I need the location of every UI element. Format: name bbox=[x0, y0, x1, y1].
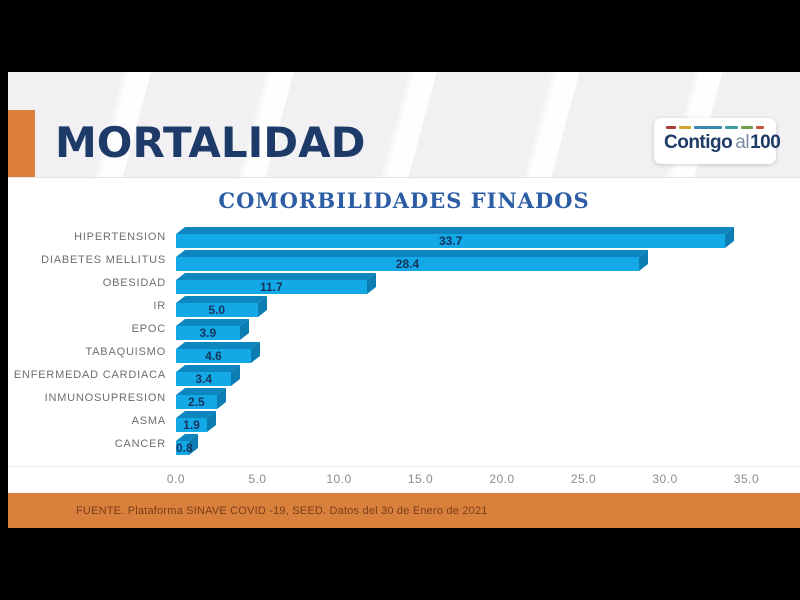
bar-top-face bbox=[176, 273, 376, 280]
logo-dash bbox=[694, 125, 722, 129]
logo-word-100: 100 bbox=[750, 132, 781, 153]
x-axis-tick-label: 15.0 bbox=[407, 472, 434, 486]
category-label: ENFERMEDAD CARDIACA bbox=[13, 369, 166, 381]
chart-row: ENFERMEDAD CARDIACA 3.4 bbox=[8, 364, 800, 387]
slide-title: MORTALIDAD bbox=[55, 118, 366, 167]
category-label: EPOC bbox=[131, 323, 166, 335]
logo-text: Contigo al100 bbox=[664, 132, 781, 154]
bar-front-face bbox=[176, 349, 251, 363]
bar-epoc: 3.9 bbox=[176, 318, 249, 340]
chart-row: OBESIDAD 11.7 bbox=[8, 272, 800, 295]
bar-front-face bbox=[176, 395, 217, 409]
logo-word-contigo: Contigo bbox=[664, 132, 733, 153]
chart-rows: HIPERTENSION 33.7 DIABETES MELLITUS 28.4 OBE… bbox=[8, 226, 800, 456]
chart-row: DIABETES MELLITUS 28.4 bbox=[8, 249, 800, 272]
bar-chart: COMORBILIDADES FINADOS HIPERTENSION 33.7 D… bbox=[8, 178, 800, 493]
category-label: IR bbox=[153, 300, 166, 312]
bar-top-face bbox=[176, 227, 735, 234]
x-axis-tick-label: 30.0 bbox=[652, 472, 678, 486]
x-axis: 0.0 5.0 10.0 15.0 20.0 25.0 30.0 35.0 bbox=[8, 466, 800, 490]
chart-row: HIPERTENSION 33.7 bbox=[8, 226, 800, 249]
logo-dash bbox=[679, 125, 691, 129]
value-label: 28.4 bbox=[395, 257, 420, 271]
bar-front-face bbox=[176, 418, 207, 432]
bar-hipertension: 33.7 bbox=[176, 226, 735, 248]
bar-front-face bbox=[176, 280, 367, 294]
chart-row: ASMA 1.9 bbox=[8, 410, 800, 433]
bar-top-face bbox=[176, 296, 267, 303]
value-label: 1.9 bbox=[183, 418, 200, 432]
x-axis-tick-label: 20.0 bbox=[489, 472, 515, 486]
chart-row: INMUNOSUPRESION 2.5 bbox=[8, 387, 800, 410]
bar-asma: 1.9 bbox=[176, 410, 216, 432]
bar-top-face bbox=[176, 250, 648, 257]
bar-top-face bbox=[176, 319, 249, 326]
value-label: 11.7 bbox=[260, 280, 283, 294]
presentation-slide: MORTALIDAD Contigo al100 COMORBILIDADES F… bbox=[8, 72, 800, 528]
x-axis-tick-label: 35.0 bbox=[733, 472, 760, 486]
category-label: ASMA bbox=[131, 415, 166, 427]
bar-front-face bbox=[176, 234, 726, 248]
value-label: 33.7 bbox=[438, 234, 463, 248]
bar-cancer: 0.8 bbox=[176, 433, 199, 455]
logo-dash bbox=[756, 125, 764, 129]
category-label: DIABETES MELLITUS bbox=[41, 254, 166, 266]
logo-dash bbox=[666, 125, 676, 129]
bar-obesidad: 11.7 bbox=[176, 272, 376, 294]
source-note: FUENTE. Plataforma SINAVE COVID -19, SEE… bbox=[76, 504, 488, 517]
chart-row: TABAQUISMO 4.6 bbox=[8, 341, 800, 364]
value-label: 2.5 bbox=[188, 395, 205, 409]
bar-front-face bbox=[176, 326, 240, 340]
category-label: OBESIDAD bbox=[102, 277, 166, 289]
category-label: INMUNOSUPRESION bbox=[44, 392, 166, 404]
bar-enfermedad-cardiaca: 3.4 bbox=[176, 364, 241, 386]
logo-dash bbox=[741, 125, 753, 129]
bar-ir: 5.0 bbox=[176, 295, 267, 317]
logo-word-al: al bbox=[735, 132, 750, 153]
slide-footer: FUENTE. Plataforma SINAVE COVID -19, SEE… bbox=[8, 493, 800, 528]
chart-title: COMORBILIDADES FINADOS bbox=[218, 188, 590, 213]
bar-tabaquismo: 4.6 bbox=[176, 341, 260, 363]
bar-front-face bbox=[176, 372, 232, 386]
category-label: CANCER bbox=[114, 438, 166, 450]
bar-inmunosupresion: 2.5 bbox=[176, 387, 226, 409]
bar-front-face bbox=[176, 257, 639, 271]
contigo-al-100-logo: Contigo al100 bbox=[654, 118, 781, 164]
bar-top-face bbox=[176, 342, 260, 349]
bar-diabetes-mellitus: 28.4 bbox=[176, 249, 648, 271]
value-label: 5.0 bbox=[208, 303, 226, 317]
x-axis-tick-label: 10.0 bbox=[326, 472, 352, 486]
chart-row: IR 5.0 bbox=[8, 295, 800, 318]
value-label: 0.8 bbox=[176, 441, 193, 455]
category-label: HIPERTENSION bbox=[74, 231, 166, 243]
bar-front-face bbox=[176, 441, 190, 455]
orange-accent-block bbox=[8, 110, 35, 177]
x-axis-tick-label: 25.0 bbox=[570, 472, 597, 486]
bar-front-face bbox=[176, 303, 258, 317]
x-axis-tick-label: 0.0 bbox=[166, 472, 186, 486]
slide-header: MORTALIDAD Contigo al100 bbox=[8, 72, 800, 178]
value-label: 3.4 bbox=[195, 372, 213, 386]
chart-row: EPOC 3.9 bbox=[8, 318, 800, 341]
value-label: 3.9 bbox=[199, 326, 217, 340]
category-label: TABAQUISMO bbox=[85, 346, 166, 358]
x-axis-tick-label: 5.0 bbox=[248, 472, 267, 486]
logo-dashes-icon bbox=[666, 125, 764, 129]
value-label: 4.6 bbox=[205, 349, 222, 363]
logo-dash bbox=[725, 125, 738, 129]
chart-row: CANCER 0.8 bbox=[8, 433, 800, 456]
